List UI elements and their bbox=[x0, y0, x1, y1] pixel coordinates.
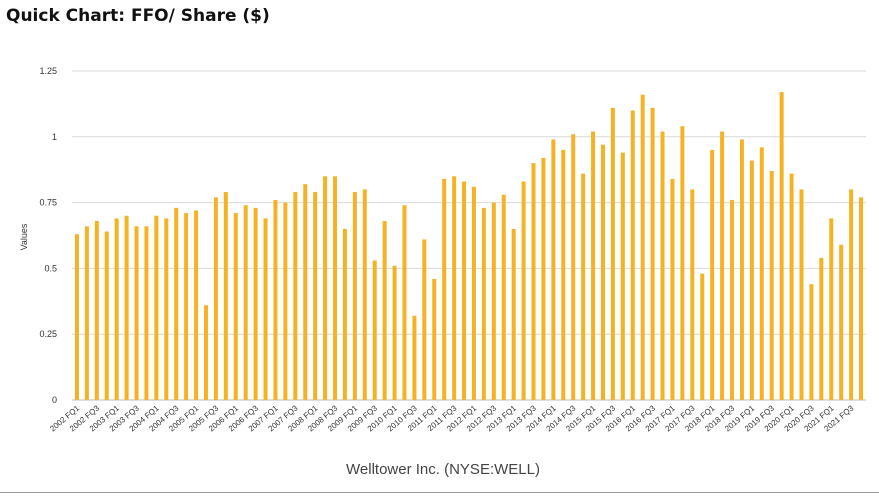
bar bbox=[382, 221, 387, 400]
bar bbox=[471, 186, 476, 400]
bar bbox=[720, 131, 725, 400]
bar bbox=[610, 107, 615, 401]
bar bbox=[412, 315, 417, 400]
y-tick-label: 1 bbox=[52, 132, 57, 142]
bar bbox=[739, 139, 744, 400]
bar bbox=[452, 176, 457, 400]
bar bbox=[620, 152, 625, 400]
y-axis-title: Values bbox=[19, 223, 29, 250]
bar bbox=[203, 305, 208, 400]
y-tick-label: 0.75 bbox=[39, 198, 57, 208]
bars bbox=[74, 92, 864, 401]
bar bbox=[273, 199, 278, 400]
chart-title: Quick Chart: FFO/ Share ($) bbox=[6, 6, 270, 26]
bar bbox=[124, 215, 129, 400]
bar bbox=[462, 181, 467, 400]
bar bbox=[432, 278, 437, 400]
bar bbox=[749, 160, 754, 400]
bar bbox=[293, 192, 298, 400]
bar bbox=[94, 221, 99, 400]
y-tick-label: 1.25 bbox=[39, 66, 57, 76]
bar bbox=[342, 228, 347, 400]
bar bbox=[352, 192, 357, 400]
bar bbox=[849, 189, 854, 400]
bar bbox=[859, 197, 864, 400]
bar bbox=[660, 131, 665, 400]
bar bbox=[730, 199, 735, 400]
bar bbox=[372, 260, 377, 400]
bar bbox=[223, 192, 228, 400]
bar bbox=[680, 126, 685, 400]
bar bbox=[819, 257, 824, 400]
bar bbox=[263, 218, 268, 400]
bar bbox=[233, 213, 238, 400]
bar bbox=[303, 184, 308, 400]
bar bbox=[650, 107, 655, 401]
bar bbox=[442, 178, 447, 400]
bar bbox=[134, 226, 139, 400]
bar bbox=[174, 207, 179, 400]
bar bbox=[551, 139, 556, 400]
footer-divider bbox=[0, 492, 879, 493]
bar bbox=[164, 218, 169, 400]
bar bbox=[591, 131, 596, 400]
bar bbox=[640, 94, 645, 401]
bar bbox=[74, 234, 79, 400]
bar bbox=[799, 189, 804, 400]
bar bbox=[114, 218, 119, 400]
bar bbox=[243, 205, 248, 400]
bar bbox=[829, 218, 834, 400]
bar bbox=[600, 144, 605, 400]
bar bbox=[362, 189, 367, 400]
bar bbox=[253, 207, 258, 400]
bar bbox=[670, 178, 675, 400]
bar bbox=[630, 110, 635, 400]
bar bbox=[501, 194, 506, 400]
bar bbox=[422, 239, 427, 400]
bar bbox=[213, 197, 218, 400]
bar bbox=[154, 215, 159, 400]
bar bbox=[402, 205, 407, 400]
bar bbox=[194, 210, 199, 400]
y-axis-ticks: 0 0.25 0.5 0.75 1 1.25 bbox=[39, 66, 57, 405]
bar bbox=[323, 176, 328, 400]
bar bbox=[481, 207, 486, 400]
bar bbox=[541, 157, 546, 400]
bar bbox=[779, 92, 784, 400]
company-name: Welltower Inc. (NYSE:WELL) bbox=[346, 461, 540, 478]
bar bbox=[491, 202, 496, 400]
y-tick-label: 0.5 bbox=[44, 263, 57, 273]
bar bbox=[184, 213, 189, 400]
bar bbox=[839, 244, 844, 400]
bar bbox=[521, 181, 526, 400]
bar bbox=[104, 231, 109, 400]
y-tick-label: 0 bbox=[52, 395, 57, 405]
bar bbox=[571, 134, 576, 400]
gridlines bbox=[72, 70, 866, 401]
bar bbox=[531, 163, 536, 400]
bar bbox=[313, 192, 318, 400]
bar bbox=[710, 149, 715, 400]
bar bbox=[700, 273, 705, 400]
bar bbox=[789, 173, 794, 400]
bar bbox=[561, 149, 566, 400]
bar bbox=[690, 189, 695, 400]
bar bbox=[769, 171, 774, 400]
bar bbox=[392, 265, 397, 400]
bar bbox=[809, 284, 814, 400]
bar bbox=[84, 226, 89, 400]
bar bbox=[333, 176, 338, 400]
y-tick-label: 0.25 bbox=[39, 329, 57, 339]
bar bbox=[283, 202, 288, 400]
bar bbox=[581, 173, 586, 400]
bar bbox=[759, 147, 764, 400]
bar bbox=[511, 228, 516, 400]
bar bbox=[144, 226, 149, 400]
